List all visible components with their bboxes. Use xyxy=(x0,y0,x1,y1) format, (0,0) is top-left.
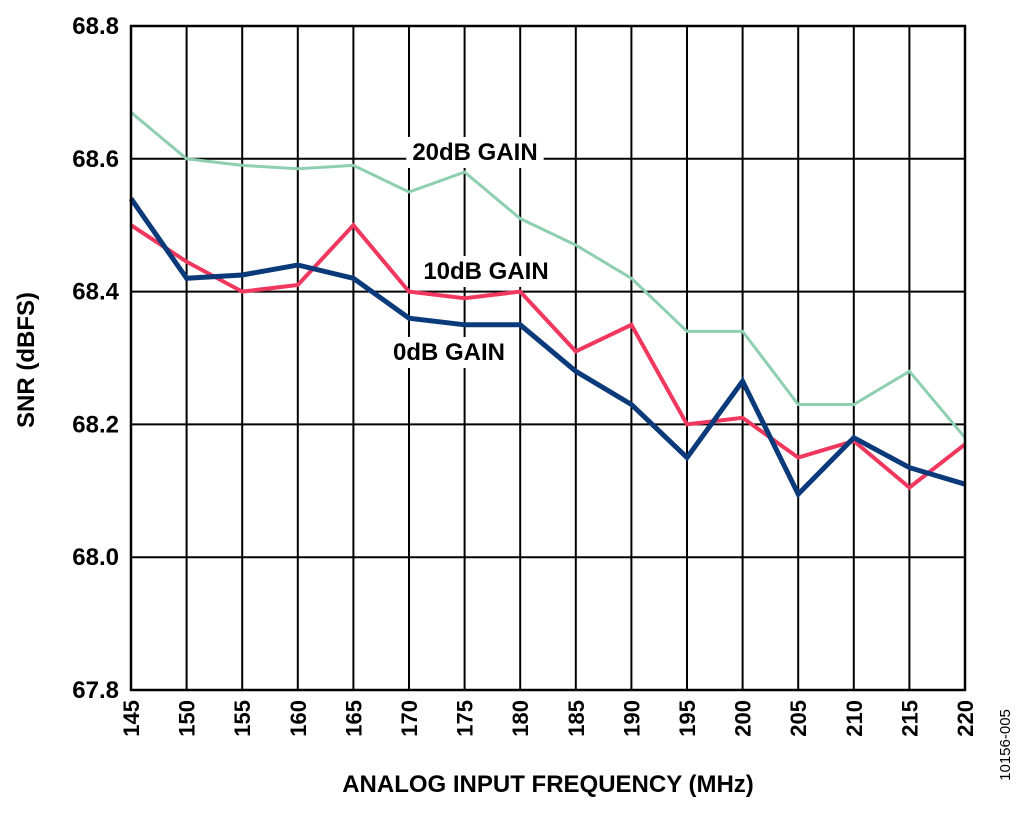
x-tick-label: 215 xyxy=(897,700,922,737)
series-label-0db-gain: 0dB GAIN xyxy=(393,339,505,366)
series-label-20db-gain: 20dB GAIN xyxy=(412,139,537,166)
x-tick-label: 205 xyxy=(786,700,811,737)
x-tick-label: 170 xyxy=(397,700,422,737)
x-tick-labels: 145 150 155 160 165 170 175 180 185 190 195 200 205 2… xyxy=(119,700,978,737)
y-tick-label: 68.2 xyxy=(72,411,119,438)
x-tick-label: 150 xyxy=(175,700,200,737)
x-tick-label: 145 xyxy=(119,700,144,737)
x-axis-title: ANALOG INPUT FREQUENCY (MHz) xyxy=(342,771,754,798)
y-tick-label: 67.8 xyxy=(72,677,119,704)
x-tick-label: 180 xyxy=(508,700,533,737)
plot-frame xyxy=(129,24,967,692)
x-tick-label: 165 xyxy=(341,700,366,737)
x-tick-label: 175 xyxy=(453,700,478,737)
series-line-20db-gain xyxy=(130,111,967,439)
series-lines xyxy=(128,111,967,499)
x-tick-label: 210 xyxy=(842,700,867,737)
y-tick-label: 68.6 xyxy=(72,146,119,173)
y-tick-label: 68.4 xyxy=(72,279,119,306)
series-labels: 20dB GAIN 10dB GAIN 0dB GAIN xyxy=(386,137,555,368)
series-line-0db-gain xyxy=(128,197,966,499)
grid xyxy=(130,25,966,691)
y-tick-labels: 68.8 68.6 68.4 68.2 68.0 67.8 xyxy=(72,13,119,704)
series-label-10db-gain: 10dB GAIN xyxy=(423,258,548,285)
x-tick-label: 155 xyxy=(230,700,255,737)
y-axis-title: SNR (dBFS) xyxy=(13,292,40,428)
x-tick-label: 160 xyxy=(286,700,311,737)
series-line-10db-gain xyxy=(129,222,967,491)
x-tick-label: 200 xyxy=(731,700,756,737)
x-tick-label: 185 xyxy=(564,700,589,737)
series-label-bg xyxy=(406,137,544,168)
x-tick-label: 220 xyxy=(953,700,978,737)
figure-id: 10156-005 xyxy=(997,709,1014,781)
series-label-bg xyxy=(417,256,555,287)
x-tick-label: 195 xyxy=(675,700,700,737)
x-tick-label: 190 xyxy=(619,700,644,737)
y-tick-label: 68.0 xyxy=(72,544,119,571)
y-tick-label: 68.8 xyxy=(72,13,119,40)
series-label-bg xyxy=(386,337,512,368)
